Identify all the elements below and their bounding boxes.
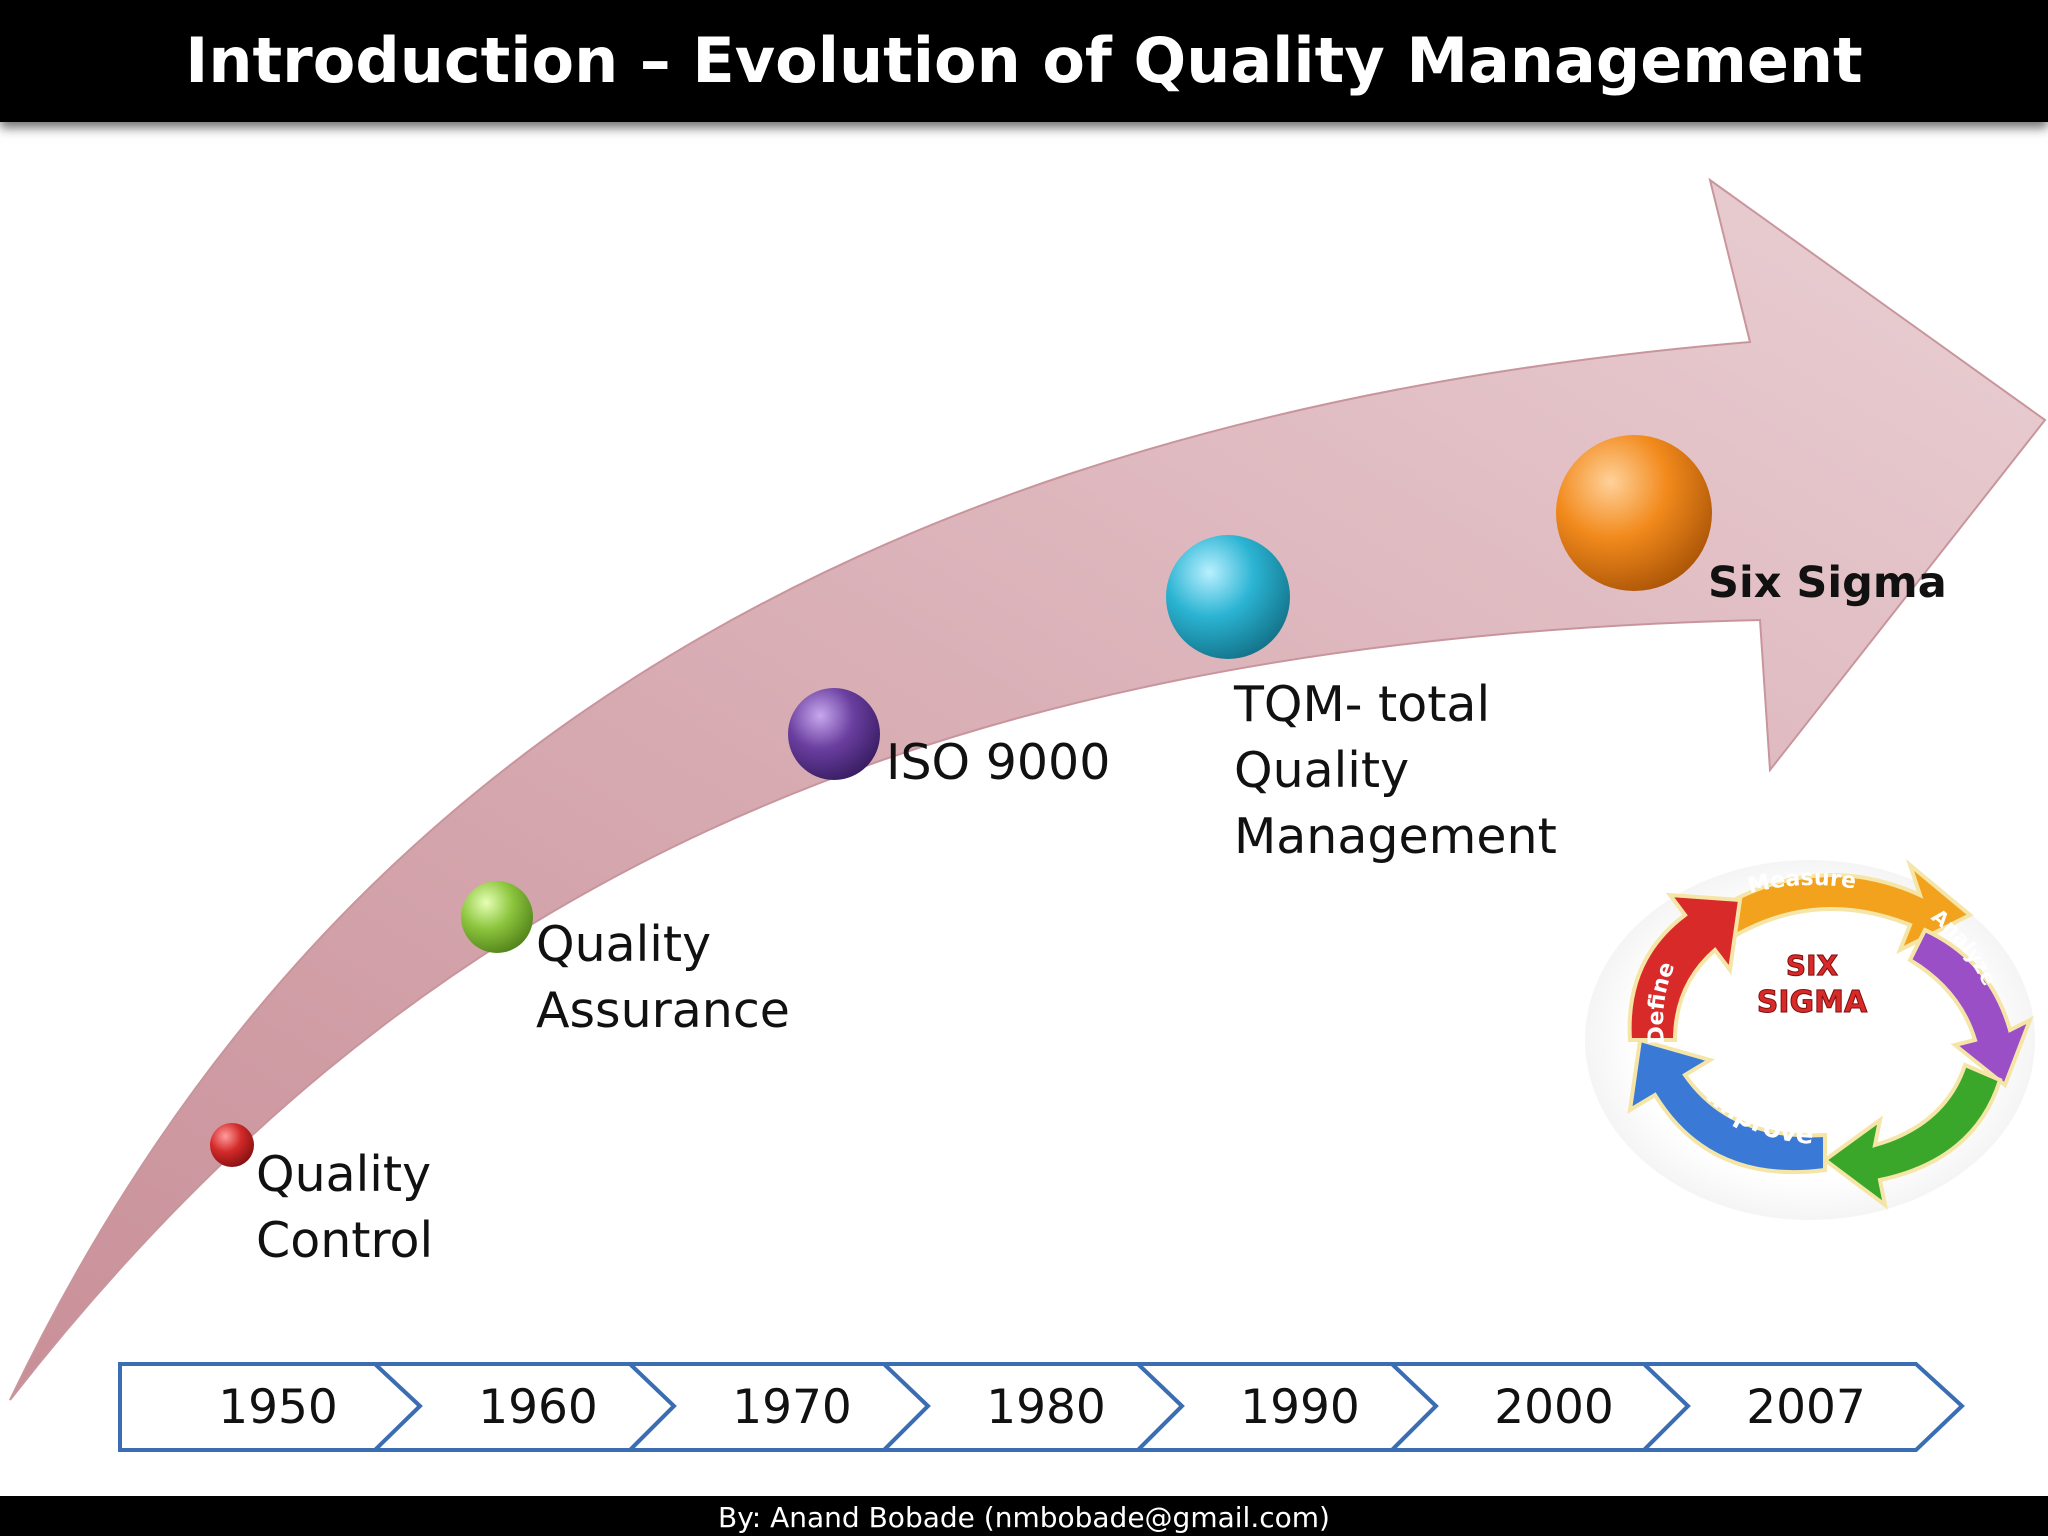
author-credit: By: Anand Bobade (nmbobade@gmail.com) [718, 1501, 1330, 1534]
year-1970: 1970 [732, 1380, 852, 1435]
year-1990: 1990 [1240, 1380, 1360, 1435]
timeline [118, 1362, 1965, 1452]
define-segment [1627, 892, 1743, 1042]
label-line: Assurance [536, 982, 790, 1039]
year-2007: 2007 [1746, 1380, 1866, 1435]
iso-9000-ball [788, 688, 880, 780]
tqm-ball [1166, 535, 1290, 659]
control-segment [1821, 1062, 2003, 1210]
year-2000: 2000 [1494, 1380, 1614, 1435]
label-line: Quality [536, 916, 712, 973]
six-sigma-center-line1: SIX [1786, 949, 1839, 982]
label-line: Quality [1234, 742, 1410, 799]
analyze-segment [1907, 927, 2034, 1089]
improve-segment [1627, 1037, 1827, 1175]
quality-control-ball [210, 1123, 254, 1167]
label-line: Quality [256, 1146, 432, 1203]
six-sigma-center-line2: SIGMA [1757, 985, 1868, 1020]
year-1950: 1950 [218, 1380, 338, 1435]
label-line: TQM- total [1234, 676, 1491, 733]
label-six-sigma: Six Sigma [1708, 550, 1947, 616]
page-title: Introduction – Evolution of Quality Mana… [185, 24, 1863, 97]
label-quality-control: Quality Control [256, 1142, 433, 1274]
label-line: ISO 9000 [886, 734, 1111, 791]
measure-segment [1697, 858, 1974, 955]
label-line: Management [1234, 808, 1557, 865]
label-iso-9000: ISO 9000 [886, 730, 1110, 796]
footer-bar [0, 1496, 2048, 1536]
label-line: Six Sigma [1708, 558, 1947, 608]
year-1960: 1960 [478, 1380, 598, 1435]
title-bar [0, 0, 2048, 122]
label-quality-assurance: Quality Assurance [536, 912, 790, 1044]
six-sigma-ball [1556, 435, 1712, 591]
label-tqm: TQM- total Quality Management [1234, 672, 1557, 870]
timeline-segment-2007 [1639, 1362, 1965, 1452]
six-sigma-cycle-logo: Measure Analyze Define Improve Control S… [1585, 858, 2035, 1220]
quality-assurance-ball [461, 881, 533, 953]
growth-arrow [9, 177, 2047, 1401]
label-line: Control [256, 1212, 434, 1269]
year-1980: 1980 [986, 1380, 1106, 1435]
